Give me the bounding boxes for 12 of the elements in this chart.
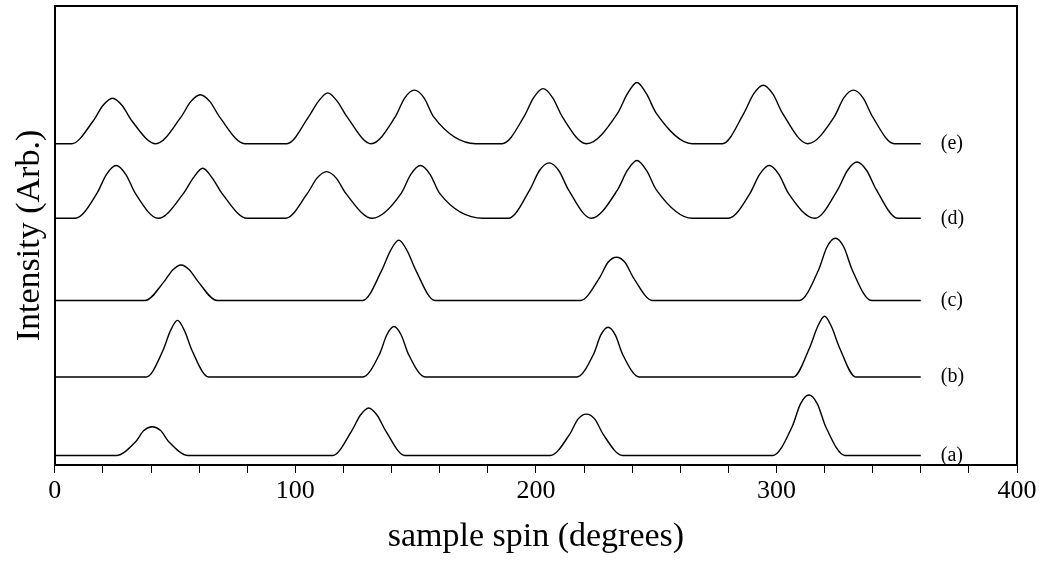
series-label: (d): [940, 205, 965, 229]
x-tick-label: 400: [997, 475, 1037, 505]
series-label: (b): [940, 364, 965, 388]
x-tick-label: 0: [48, 475, 62, 505]
x-axis-title: sample spin (degrees): [387, 515, 685, 554]
x-tick-label: 100: [275, 475, 315, 505]
series-label: (e): [940, 130, 963, 154]
x-tick-label: 200: [516, 475, 556, 505]
series-label: (c): [940, 287, 963, 311]
x-tick-label: 300: [756, 475, 796, 505]
y-axis-title: Intensity (Arb.): [9, 129, 48, 342]
series-label: (a): [940, 442, 963, 466]
